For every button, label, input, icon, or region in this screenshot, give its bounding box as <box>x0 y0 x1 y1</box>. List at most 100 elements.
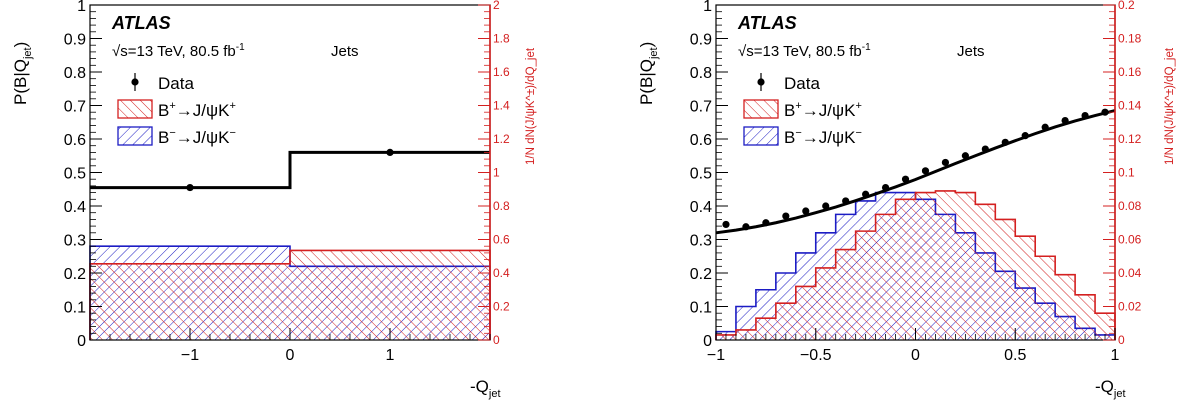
y2-tick-label: 0.14 <box>1118 99 1142 113</box>
legend-bplus-sup2: + <box>229 100 235 112</box>
legend-bplus-swatch <box>117 99 153 119</box>
y-tick-label: 0.3 <box>64 233 86 250</box>
x-tick-label: 0.5 <box>1004 347 1026 364</box>
x-tick-label: 1 <box>1111 347 1120 364</box>
y-tick-label: 0.2 <box>64 266 86 283</box>
energy-label-main: √s=13 TeV, 80.5 fb <box>112 43 236 60</box>
y2-tick-label: 0.16 <box>1118 65 1142 79</box>
y-tick-label: 0.7 <box>64 99 86 116</box>
bplus-bar <box>855 231 876 340</box>
y-tick-label: 0.9 <box>64 32 86 49</box>
y-tick-label: 0.5 <box>64 166 86 183</box>
y2-tick-label: 0.18 <box>1118 32 1142 46</box>
data-point <box>1101 108 1109 116</box>
bplus-bar <box>795 286 816 340</box>
category-label: Jets <box>331 43 359 60</box>
bplus-bar <box>995 219 1016 340</box>
legend-bminus-arrow: →J/ψK <box>802 128 856 147</box>
legend-bminus-swatch <box>117 126 153 146</box>
x-axis-label-main: -Q <box>470 377 489 396</box>
y-tick-label: 0.5 <box>690 166 712 183</box>
bplus-bar <box>915 192 936 340</box>
legend-bplus-main: B <box>158 101 169 120</box>
legend-bplus-sup2: + <box>855 100 861 112</box>
energy-label: √s=13 TeV, 80.5 fb-1 <box>738 42 871 60</box>
fit-line <box>90 150 490 190</box>
y2-tick-label: 1.6 <box>493 65 510 79</box>
y-axis-label-close: ) <box>11 42 30 48</box>
y2-tick-label: 0.4 <box>493 266 510 280</box>
y-tick-label: 0.3 <box>690 233 712 250</box>
legend-data-marker <box>757 78 765 86</box>
legend-bminus-main: B <box>158 128 169 147</box>
y-tick-label: 0.7 <box>690 99 712 116</box>
x-tick-label: −1 <box>707 347 725 364</box>
bplus-bar <box>775 303 796 340</box>
y-tick-label: 0 <box>77 333 86 350</box>
x-tick-label: −1 <box>181 347 199 364</box>
data-point <box>802 207 810 215</box>
y-tick-label: 0 <box>703 333 712 350</box>
bplus-histogram <box>715 190 1116 340</box>
legend-data-marker <box>131 78 139 86</box>
data-point <box>1061 116 1069 125</box>
bplus-bar <box>1075 294 1096 340</box>
legend-bplus-label: B+→J/ψK+ <box>158 100 236 120</box>
y-axis-label-main: P(B|Q <box>637 59 656 105</box>
data-point <box>941 158 950 167</box>
x-axis-label: -Qjet <box>470 377 501 400</box>
y2-tick-label: 0.12 <box>1118 132 1142 146</box>
legend-bplus-swatch <box>743 99 779 119</box>
legend-bminus-sup: − <box>169 127 175 139</box>
bplus-bar <box>815 267 836 340</box>
bplus-bar <box>290 250 490 340</box>
data-point <box>1001 138 1009 146</box>
legend-bplus-label: B+→J/ψK+ <box>784 100 862 120</box>
legend-bplus-main: B <box>784 101 795 120</box>
atlas-label: ATLAS <box>737 13 797 33</box>
y-axis-label-sub: jet <box>648 47 660 60</box>
y-tick-label: 0.8 <box>690 65 712 82</box>
y-tick-label: 0.4 <box>690 199 712 216</box>
y-tick-label: 1 <box>703 0 712 15</box>
x-tick-label: 0 <box>286 347 295 364</box>
y-axis-label: P(B|Qjet) <box>637 42 660 105</box>
bplus-bar <box>895 199 916 340</box>
y-axis-label-close: ) <box>637 42 656 48</box>
bplus-bar <box>1035 256 1056 340</box>
y2-tick-label: 0.08 <box>1118 199 1142 213</box>
y-axis-label-main: P(B|Q <box>11 59 30 105</box>
legend-data-label: Data <box>784 74 820 93</box>
bplus-bar <box>755 318 776 340</box>
bplus-bar <box>935 190 956 340</box>
data-point <box>186 183 194 192</box>
bplus-outline <box>715 190 1116 340</box>
legend-bminus-arrow: →J/ψK <box>176 128 230 147</box>
y-tick-label: 1 <box>77 0 86 15</box>
legend-bplus-arrow: →J/ψK <box>176 101 230 120</box>
energy-label-main: √s=13 TeV, 80.5 fb <box>738 43 862 60</box>
legend-bminus-label: B−→J/ψK− <box>158 127 236 147</box>
y2-tick-label: 0 <box>1118 333 1125 347</box>
data-point <box>881 183 890 192</box>
y2-tick-label: 0.1 <box>1118 166 1135 180</box>
data-point <box>842 197 850 205</box>
data-point <box>981 145 989 153</box>
legend-bminus-sup2: − <box>229 127 235 139</box>
bplus-bar <box>955 192 976 340</box>
y-tick-label: 0.6 <box>64 132 86 149</box>
x-axis-label-sub: jet <box>488 388 501 400</box>
y2-tick-label: 0.06 <box>1118 233 1142 247</box>
y2-tick-label: 0.6 <box>493 233 510 247</box>
bplus-bar <box>975 204 996 340</box>
y-tick-label: 0.8 <box>64 65 86 82</box>
x-axis-label-sub: jet <box>1113 388 1126 400</box>
data-point <box>1041 123 1049 131</box>
y2-tick-label: 1.8 <box>493 32 510 46</box>
y-tick-label: 0.9 <box>690 32 712 49</box>
data-point <box>1081 111 1089 120</box>
legend-data-label: Data <box>158 74 194 93</box>
data-point <box>862 190 870 198</box>
y2-tick-label: 0.02 <box>1118 300 1142 314</box>
data-point <box>921 167 930 175</box>
